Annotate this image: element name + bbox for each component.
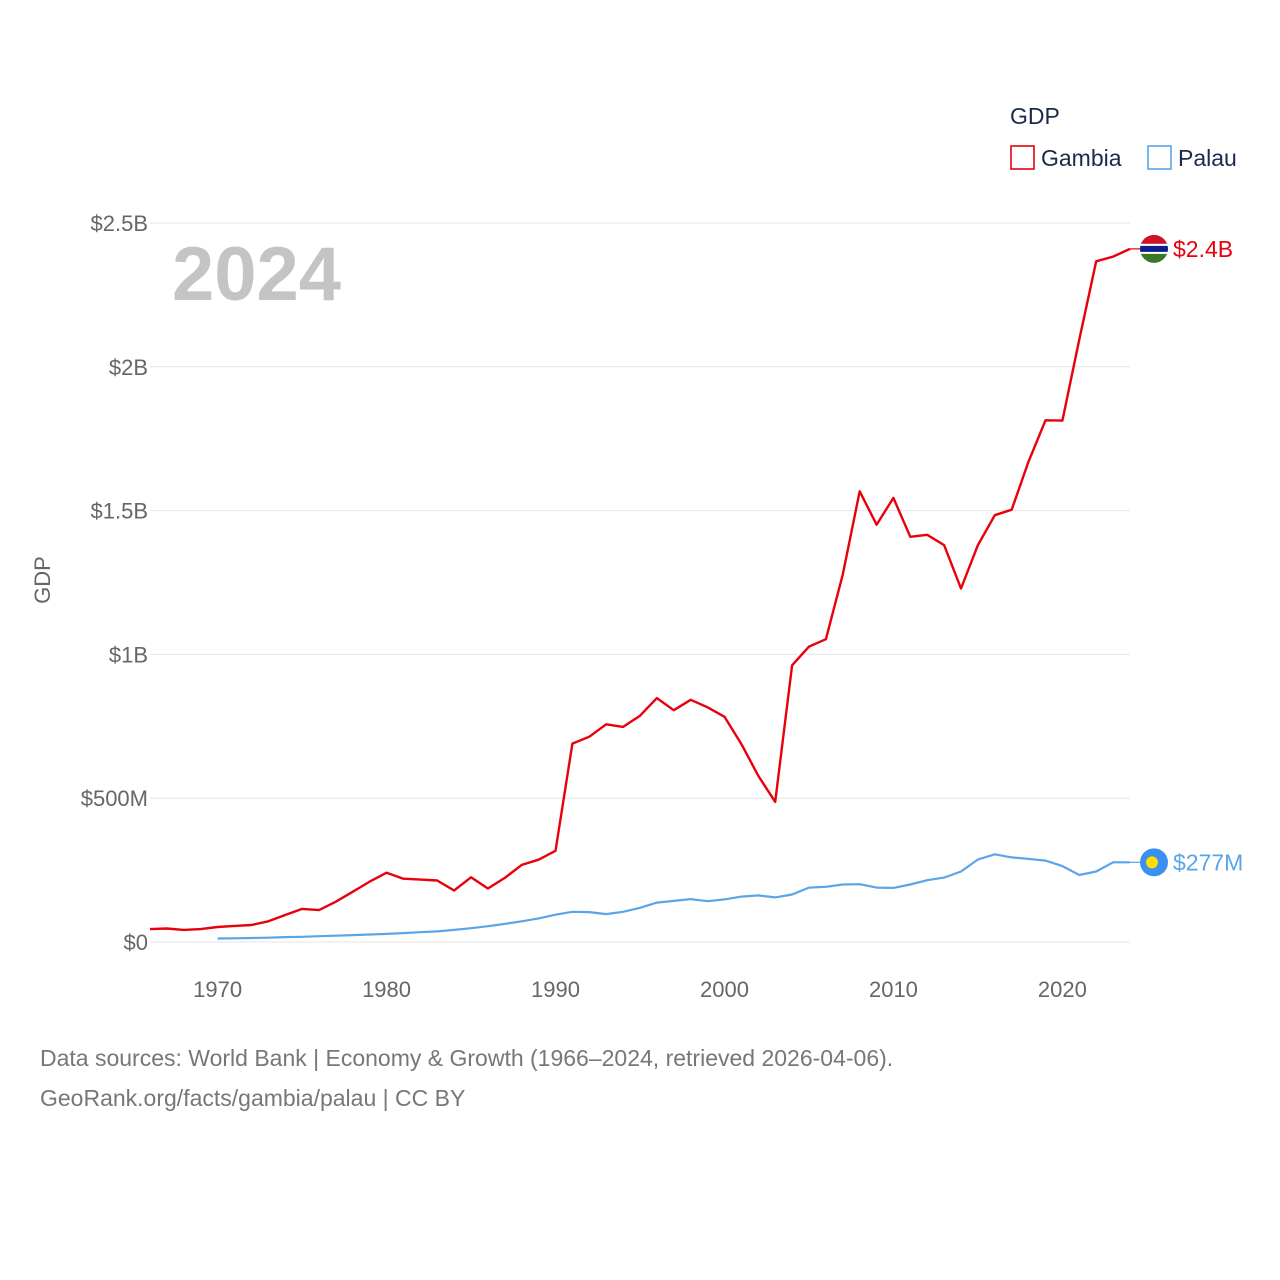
- legend-swatch-palau[interactable]: [1147, 145, 1172, 170]
- series-line-palau[interactable]: [217, 853, 1130, 940]
- y-axis-label: GDP: [30, 556, 55, 604]
- gambia-flag-icon: [1140, 234, 1168, 263]
- x-tick-label: 2010: [869, 977, 918, 1002]
- year-label: 2024: [172, 232, 341, 317]
- y-tick-label: $1B: [109, 642, 148, 667]
- legend: GDP Gambia Palau: [1010, 103, 1237, 171]
- y-tick-label: $1.5B: [91, 499, 149, 524]
- y-axis-ticks: $0 $500M $1B $1.5B $2B $2.5B: [81, 211, 148, 955]
- y-tick-label: $2.5B: [91, 211, 149, 236]
- series-line-gambia[interactable]: [149, 247, 1131, 932]
- end-value-label-gambia: $2.4B: [1173, 236, 1233, 262]
- x-tick-label: 2000: [700, 977, 749, 1002]
- x-tick-label: 1980: [362, 977, 411, 1002]
- x-tick-label: 1990: [531, 977, 580, 1002]
- footer-sources: Data sources: World Bank | Economy & Gro…: [40, 1045, 894, 1071]
- x-tick-label: 1970: [193, 977, 242, 1002]
- x-axis-ticks: 1970 1980 1990 2000 2010 2020: [193, 977, 1087, 1002]
- footer-attribution[interactable]: GeoRank.org/facts/gambia/palau | CC BY: [40, 1085, 466, 1111]
- y-tick-label: $2B: [109, 355, 148, 380]
- grid: [150, 222, 1130, 943]
- y-tick-label: $0: [124, 930, 148, 955]
- legend-swatch-gambia[interactable]: [1010, 145, 1035, 170]
- legend-title: GDP: [1010, 103, 1060, 129]
- palau-flag-icon: [1140, 848, 1168, 877]
- legend-label-palau[interactable]: Palau: [1178, 145, 1237, 171]
- series: [149, 247, 1131, 940]
- legend-label-gambia[interactable]: Gambia: [1041, 145, 1122, 171]
- y-tick-label: $500M: [81, 786, 148, 811]
- series-end-markers: $2.4B $277M: [1130, 234, 1243, 877]
- end-value-label-palau: $277M: [1173, 849, 1243, 875]
- x-tick-label: 2020: [1038, 977, 1087, 1002]
